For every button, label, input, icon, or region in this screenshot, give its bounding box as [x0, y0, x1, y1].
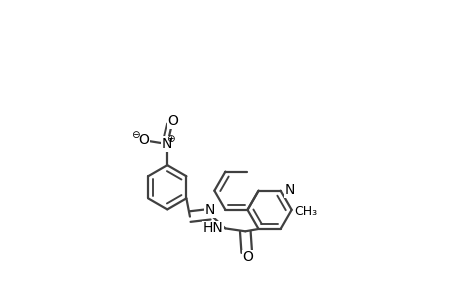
- Text: O: O: [168, 114, 178, 128]
- Text: ⊕: ⊕: [166, 134, 175, 144]
- Text: CH₃: CH₃: [294, 205, 317, 218]
- Text: N: N: [284, 183, 294, 197]
- Text: N: N: [204, 203, 215, 217]
- Text: HN: HN: [202, 221, 223, 236]
- Text: O: O: [242, 250, 253, 264]
- Text: O: O: [138, 134, 149, 148]
- Text: ⊖: ⊖: [131, 130, 140, 140]
- Text: N: N: [162, 137, 172, 151]
